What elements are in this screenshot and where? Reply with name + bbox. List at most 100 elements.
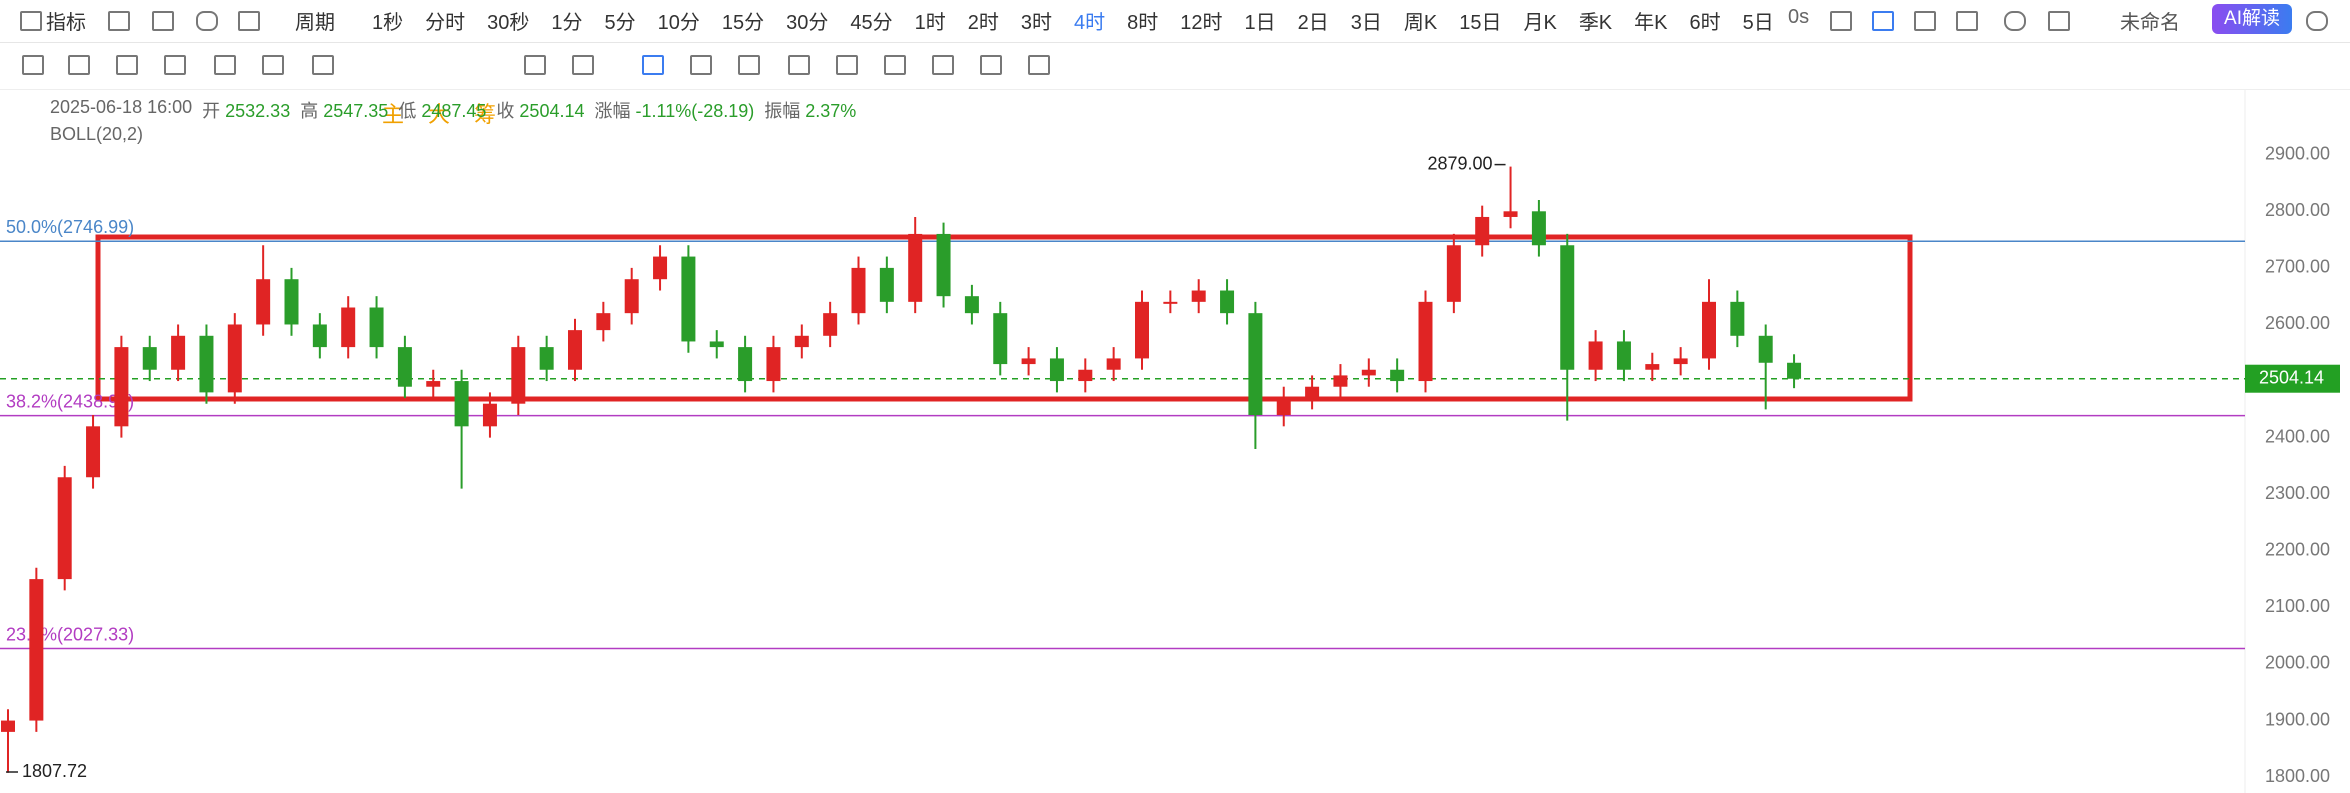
timeframe[interactable]: 6时 bbox=[1689, 12, 1721, 34]
tool-fib[interactable] bbox=[262, 55, 284, 75]
chart-type-icon[interactable] bbox=[238, 11, 260, 31]
tool-parallel[interactable] bbox=[116, 55, 138, 75]
timeframe[interactable]: 15分 bbox=[721, 12, 765, 34]
share-icon[interactable] bbox=[2306, 11, 2328, 31]
candle-body bbox=[1361, 369, 1376, 376]
info-item: 振幅 2.37% bbox=[764, 97, 856, 123]
candle-body bbox=[284, 279, 299, 325]
candle-body bbox=[57, 477, 72, 580]
candle-body bbox=[454, 381, 469, 427]
timeframe[interactable]: 1秒 bbox=[372, 12, 404, 34]
tool-i[interactable] bbox=[932, 55, 954, 75]
candle-body bbox=[1588, 341, 1603, 370]
candle-body bbox=[1702, 301, 1716, 359]
candle-body bbox=[1673, 358, 1688, 365]
timeframe[interactable]: 周K bbox=[1403, 12, 1438, 34]
candle-body bbox=[1135, 301, 1149, 359]
copy-icon[interactable] bbox=[1914, 11, 1936, 31]
fullscreen-icon[interactable] bbox=[2048, 11, 2070, 31]
timeframe[interactable]: 15日 bbox=[1459, 12, 1502, 34]
timeframe[interactable]: 月K bbox=[1523, 12, 1557, 34]
candle-body bbox=[1333, 375, 1348, 387]
layout-name[interactable]: 未命名 bbox=[2120, 12, 2180, 34]
tool-h[interactable] bbox=[884, 55, 906, 75]
timeframe[interactable]: 4时 bbox=[1074, 12, 1106, 34]
panel-icon[interactable] bbox=[152, 11, 174, 31]
tool-f[interactable] bbox=[788, 55, 810, 75]
tool-c[interactable] bbox=[642, 55, 664, 75]
last-price-box bbox=[2245, 364, 2340, 393]
timeframe[interactable]: 2时 bbox=[967, 12, 999, 34]
tool-d[interactable] bbox=[690, 55, 712, 75]
timeframe[interactable]: 12时 bbox=[1180, 12, 1223, 34]
tool-hline[interactable] bbox=[164, 55, 186, 75]
candle-body bbox=[1616, 341, 1631, 370]
timeframe[interactable]: 8时 bbox=[1127, 12, 1159, 34]
save-icon[interactable] bbox=[1956, 11, 1978, 31]
fib-label: 38.2%(2438.90) bbox=[6, 391, 134, 411]
info-item: 开 2532.33 bbox=[202, 97, 290, 123]
mode-large[interactable]: 大 bbox=[428, 102, 451, 127]
info-value: 2.37% bbox=[805, 101, 857, 121]
y-tick-label: 2800.00 bbox=[2265, 200, 2330, 220]
tool-delete[interactable] bbox=[1028, 55, 1050, 75]
period-button[interactable]: 周期 bbox=[295, 12, 335, 34]
y-tick-label: 2200.00 bbox=[2265, 540, 2330, 560]
timeframe[interactable]: 5日 bbox=[1742, 12, 1774, 34]
draw-icon[interactable] bbox=[1872, 11, 1894, 31]
info-value: -1.11%(-28.19) bbox=[635, 101, 755, 121]
candle-body bbox=[1418, 301, 1433, 382]
candle-body bbox=[993, 313, 1008, 365]
timeframe[interactable]: 3日 bbox=[1350, 12, 1382, 34]
settings-icon[interactable] bbox=[2004, 11, 2026, 31]
tool-a[interactable] bbox=[524, 55, 546, 75]
timeframe[interactable]: 10分 bbox=[657, 12, 700, 34]
tool-more[interactable] bbox=[312, 55, 334, 75]
candle-body bbox=[1730, 301, 1745, 336]
layout-icon[interactable] bbox=[108, 11, 130, 31]
timeframe[interactable]: 30秒 bbox=[487, 12, 530, 34]
candle-body bbox=[766, 347, 781, 382]
timeframe[interactable]: 1日 bbox=[1244, 12, 1276, 34]
timeframe[interactable]: 45分 bbox=[850, 12, 893, 34]
timeframe[interactable]: 年K bbox=[1634, 12, 1668, 34]
info-date: 2025-06-18 16:00 bbox=[50, 97, 193, 117]
candle-body bbox=[426, 381, 441, 387]
ai-button[interactable]: AI解读 bbox=[2212, 4, 2292, 34]
candle-body bbox=[1163, 301, 1178, 304]
replay-icon[interactable] bbox=[196, 11, 218, 31]
tool-filter[interactable] bbox=[980, 55, 1002, 75]
candle-body bbox=[964, 296, 979, 314]
y-tick-label: 2900.00 bbox=[2265, 143, 2330, 163]
tool-channel[interactable] bbox=[68, 55, 90, 75]
candle-body bbox=[738, 347, 753, 382]
tool-b[interactable] bbox=[572, 55, 594, 75]
y-tick-label: 2100.00 bbox=[2265, 596, 2330, 616]
timeframe[interactable]: 1时 bbox=[914, 12, 946, 34]
mode-main[interactable]: 主 bbox=[382, 102, 405, 127]
tool-e[interactable] bbox=[738, 55, 760, 75]
camera-icon[interactable] bbox=[1830, 11, 1852, 31]
indicator-icon[interactable] bbox=[20, 11, 42, 31]
latency: 0s bbox=[1788, 6, 1810, 28]
high-label: 2879.00 bbox=[1427, 153, 1492, 173]
tool-rect[interactable] bbox=[214, 55, 236, 75]
candle-body bbox=[482, 403, 497, 427]
fib-label: 50.0%(2746.99) bbox=[6, 217, 134, 237]
timeframe[interactable]: 季K bbox=[1578, 12, 1613, 34]
candle-body bbox=[341, 307, 356, 348]
timeframe[interactable]: 5分 bbox=[604, 12, 636, 34]
candle-body bbox=[114, 347, 129, 427]
tool-line[interactable] bbox=[22, 55, 44, 75]
mode-chips[interactable]: 筹 bbox=[474, 102, 497, 127]
timeframe[interactable]: 2日 bbox=[1297, 12, 1329, 34]
timeframe[interactable]: 3时 bbox=[1020, 12, 1052, 34]
timeframe[interactable]: 1分 bbox=[551, 12, 583, 34]
timeframe[interactable]: 分时 bbox=[425, 12, 466, 34]
timeframe[interactable]: 30分 bbox=[786, 12, 829, 34]
indicator-label[interactable]: BOLL(20,2) bbox=[50, 124, 144, 144]
indicator-button[interactable]: 指标 bbox=[46, 12, 86, 34]
tool-g[interactable] bbox=[836, 55, 858, 75]
candle-body bbox=[397, 347, 412, 387]
candle-body bbox=[1248, 313, 1263, 416]
